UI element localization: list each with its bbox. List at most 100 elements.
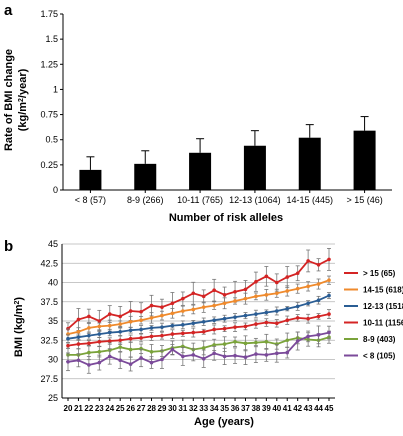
panel-b-point: [212, 318, 216, 323]
panel-b-point: [327, 293, 331, 298]
panel-b-point: [181, 309, 185, 313]
panel-b-point: [233, 315, 237, 319]
panel-b-series: [66, 292, 331, 343]
panel-b-point: [243, 313, 248, 318]
panel-b-point: [170, 311, 175, 316]
panel-b-point: [66, 336, 70, 341]
panel-b-point: [233, 325, 237, 329]
panel-b-point: [295, 286, 300, 291]
panel-b-point: [191, 291, 196, 296]
panel-b-point: [285, 306, 290, 311]
panel-a-bar: [243, 145, 266, 190]
panel-b-point: [201, 356, 206, 361]
panel-b-xtick-label: 23: [95, 404, 104, 413]
panel-b-point: [76, 317, 81, 322]
panel-b-xtick-label: 27: [137, 404, 146, 413]
panel-a-xtick-label: > 15 (46): [346, 195, 382, 205]
panel-b-point: [327, 330, 331, 335]
panel-a-ytick-label: 1.75: [40, 9, 58, 19]
panel-b-point: [128, 336, 133, 341]
panel-b-point: [285, 350, 290, 355]
panel-b-point: [181, 296, 185, 301]
panel-b-point: [87, 333, 91, 338]
panel-b-ytick-label: 30: [48, 355, 58, 365]
panel-b-ytick-label: 35: [48, 316, 58, 326]
panel-a-xtick-label: < 8 (57): [75, 195, 106, 205]
panel-b-point: [275, 291, 279, 296]
panel-a-bar: [79, 169, 102, 190]
panel-b-point: [139, 318, 143, 323]
panel-b-xtick-label: 34: [210, 404, 219, 413]
panel-b-point: [306, 334, 310, 339]
panel-b-xtick-label: 24: [105, 404, 114, 413]
panel-b-point: [233, 353, 237, 358]
panel-b-point: [285, 289, 290, 293]
panel-b-ylabel: BMI (kg/m2): [13, 297, 25, 357]
panel-b-point: [327, 278, 331, 282]
panel-b-point: [212, 343, 216, 347]
panel-b-point: [170, 301, 175, 306]
panel-b-xtick-label: 39: [262, 404, 271, 413]
panel-b-point: [201, 319, 206, 324]
legend-label: 10-11 (1156): [363, 319, 403, 328]
panel-b-point: [97, 339, 102, 344]
panel-b-point: [212, 351, 216, 356]
panel-b-ytick-label: 37.5: [40, 297, 58, 307]
panel-b-point: [275, 309, 279, 313]
panel-b-point: [76, 358, 81, 363]
panel-a-bar: [134, 163, 157, 190]
panel-b-point: [149, 360, 154, 365]
panel-b-ytick-label: 25: [48, 393, 58, 403]
panel-b-series: [66, 275, 331, 340]
panel-a-ytick-label: 0.25: [40, 160, 58, 170]
panel-a-ytick-label: 0.5: [45, 135, 58, 145]
panel-a-ytick-label: 0.75: [40, 110, 58, 120]
panel-b-xtick-label: 31: [178, 404, 187, 413]
panel-b-point: [222, 354, 227, 359]
panel-b-ytick-label: 32.5: [40, 335, 58, 345]
panel-b-xtick-label: 38: [251, 404, 260, 413]
panel-b-series: [66, 309, 331, 350]
panel-b-point: [306, 259, 310, 263]
panel-b-point: [316, 314, 321, 319]
panel-b-point: [222, 293, 227, 297]
panel-b-point: [222, 342, 227, 346]
panel-b-point: [222, 301, 227, 306]
panel-b-point: [107, 323, 112, 328]
panel-b-xtick-label: 28: [147, 404, 156, 413]
panel-b-point: [254, 340, 258, 345]
panel-b-point: [316, 282, 321, 286]
panel-b-series-line: [67, 258, 330, 330]
panel-b-point: [201, 305, 206, 309]
panel-b-point: [170, 332, 175, 336]
panel-b-xtick-label: 36: [231, 404, 240, 413]
panel-b-point: [160, 325, 164, 329]
panel-b-point: [327, 257, 331, 262]
panel-b-point: [118, 338, 122, 343]
panel-b-point: [254, 294, 258, 299]
panel-b-point: [212, 303, 216, 308]
panel-b-point: [316, 262, 321, 267]
panel-b-series-line: [67, 313, 330, 347]
panel-b-point: [139, 356, 143, 360]
panel-b-point: [275, 280, 279, 285]
panel-b-series-line: [68, 336, 330, 356]
legend-label: 8-9 (403): [363, 335, 396, 344]
panel-b-point: [222, 326, 227, 331]
panel-b-point: [306, 316, 310, 321]
panel-b-point: [222, 316, 227, 321]
panel-b-point: [149, 303, 154, 308]
panel-b-point: [118, 345, 122, 349]
panel-b-point: [97, 350, 102, 354]
panel-b-point: [149, 350, 154, 354]
panel-b-point: [264, 293, 269, 297]
panel-b-point: [254, 322, 258, 326]
panel-a-ylabel-line1: Rate of BMI change: [3, 49, 15, 151]
panel-b-point: [87, 341, 91, 346]
panel-b-xtick-label: 40: [272, 404, 281, 413]
panel-a-bar-chart: a Rate of BMI change (kg/m2/year) Number…: [3, 2, 392, 224]
panel-b-point: [97, 332, 102, 336]
